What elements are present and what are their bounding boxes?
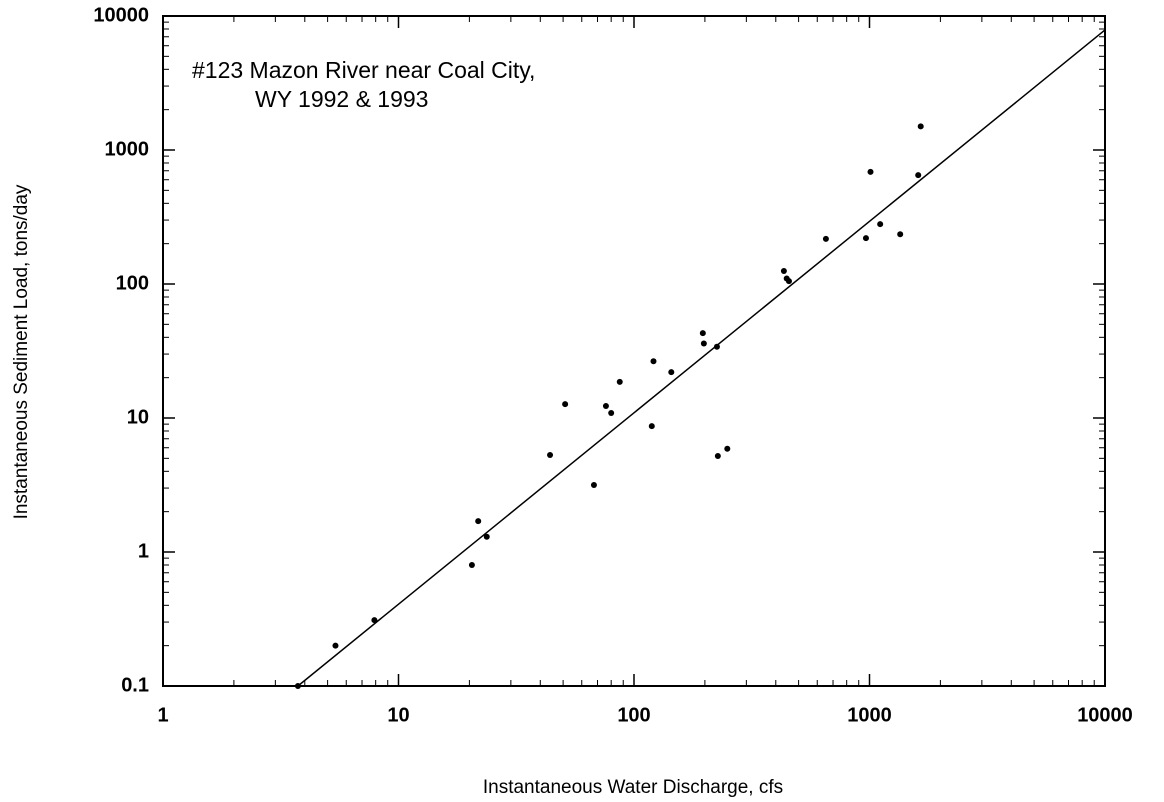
data-point — [475, 518, 482, 525]
x-tick-label: 100 — [617, 704, 650, 726]
fit-line — [297, 29, 1106, 687]
data-point — [917, 123, 924, 130]
data-point — [483, 533, 490, 540]
data-point — [650, 358, 657, 365]
y-tick-label: 1 — [138, 540, 149, 562]
data-point — [547, 451, 554, 458]
data-point — [608, 409, 615, 416]
chart-title: WY 1992 & 1993 — [255, 86, 428, 112]
data-point — [616, 378, 623, 385]
y-tick-label: 10000 — [93, 4, 149, 26]
y-tick-label: 10 — [127, 406, 149, 428]
data-point — [780, 268, 787, 275]
plot-frame — [162, 15, 1106, 687]
data-point — [602, 402, 609, 409]
data-point — [897, 231, 904, 238]
data-point — [785, 278, 792, 285]
data-point — [867, 168, 874, 175]
y-tick-label: 1000 — [105, 138, 150, 160]
data-point — [468, 561, 475, 568]
data-point — [915, 172, 922, 179]
data-point — [822, 235, 829, 242]
data-point — [700, 340, 707, 347]
x-axis-label: Instantaneous Water Discharge, cfs — [483, 777, 783, 798]
data-point — [648, 423, 655, 430]
data-point — [699, 330, 706, 337]
y-axis-label: Instantaneous Sediment Load, tons/day — [11, 184, 32, 519]
data-point — [332, 642, 339, 649]
data-point — [668, 369, 675, 376]
data-point — [724, 445, 731, 452]
data-point — [714, 453, 721, 460]
chart-title: #123 Mazon River near Coal City, — [192, 57, 535, 83]
x-tick-label: 1000 — [847, 704, 892, 726]
data-point — [862, 235, 869, 242]
data-point — [877, 221, 884, 228]
x-tick-label: 10 — [387, 704, 409, 726]
y-tick-label: 0.1 — [121, 674, 149, 696]
x-tick-label: 10000 — [1077, 704, 1133, 726]
data-point — [562, 401, 569, 408]
y-tick-label: 100 — [116, 272, 149, 294]
x-tick-label: 1 — [157, 704, 168, 726]
data-point — [590, 482, 597, 489]
data-point — [713, 343, 720, 350]
